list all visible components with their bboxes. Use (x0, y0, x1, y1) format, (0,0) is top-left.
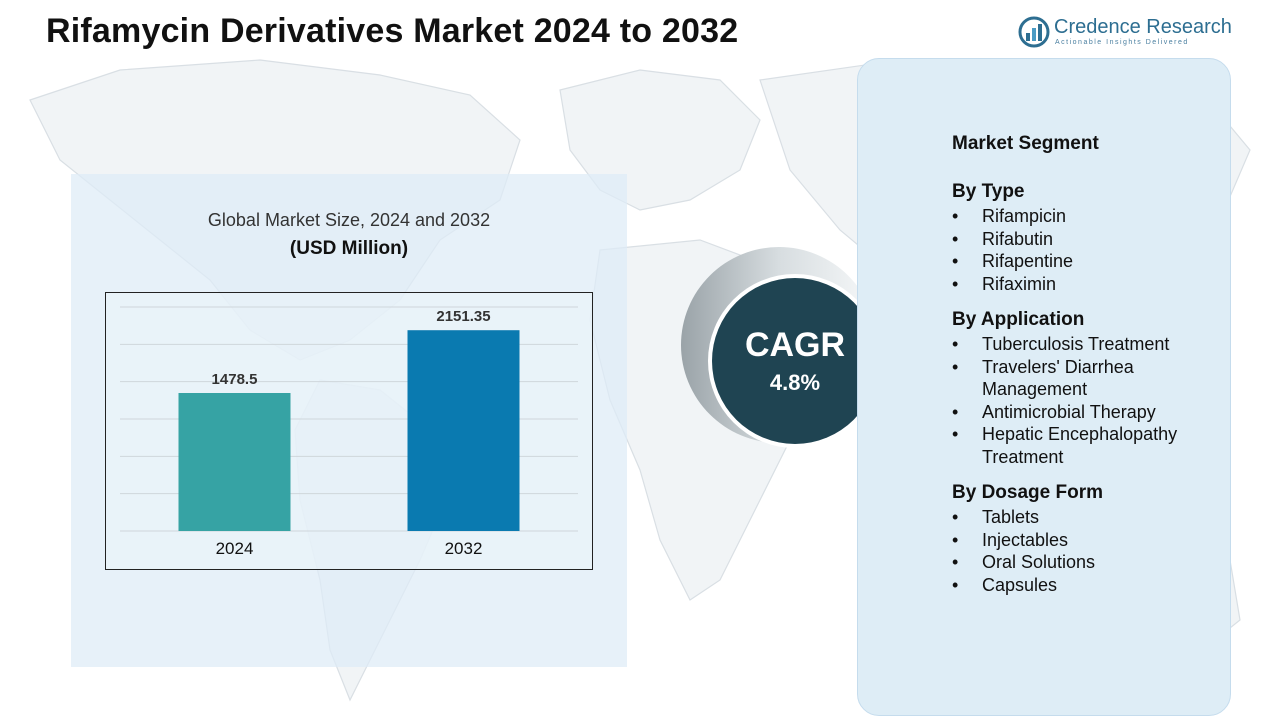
list-item-label: Rifaximin (982, 273, 1057, 294)
list-item: • Rifabutin (952, 228, 1222, 251)
bar-2024 (178, 393, 291, 531)
list-item-label: Tuberculosis Treatment (982, 334, 1170, 354)
list-item: • Tuberculosis Treatment (952, 333, 1222, 356)
chart-title: Global Market Size, 2024 and 2032 (207, 210, 491, 230)
list-item-label: Tablets (982, 507, 1040, 527)
bullet: • (952, 273, 959, 294)
brand-tagline: Actionable Insights Delivered (1055, 39, 1189, 46)
group-title: By Type (952, 181, 1025, 202)
bullet: • (952, 529, 959, 550)
list-item-label: Rifapentine (982, 251, 1074, 271)
brand-logo-block: Credence Research Actionable Insights De… (1018, 16, 1238, 50)
bar-chart: 1478.5 2024 2151.35 2032 (120, 306, 578, 558)
list-item-label: Capsules (982, 574, 1058, 595)
chart-frame: 1478.5 2024 2151.35 2032 (105, 292, 593, 570)
list-item: • Rifapentine (952, 250, 1222, 273)
list-item-label: Hepatic Encephalopathy Treatment (982, 424, 1178, 467)
bullet: • (952, 356, 959, 377)
group-title: By Dosage Form (952, 482, 1103, 503)
list-item: • Travelers' Diarrhea Management (952, 356, 1222, 401)
list-item: • Oral Solutions (952, 551, 1222, 574)
list-item-label: Oral Solutions (982, 552, 1096, 572)
data-label-2032: 2151.35 (436, 308, 490, 325)
list-item: • Rifaximin (952, 273, 1222, 296)
segment-group-type: By Type • Rifampicin • Rifabutin • Rifapent… (952, 180, 1222, 295)
chart-panel: Global Market Size, 2024 and 2032 (USD M… (71, 174, 627, 667)
list-item: • Capsules (952, 574, 1222, 597)
bullet: • (952, 228, 959, 249)
page-title: Rifamycin Derivatives Market 2024 to 203… (46, 12, 739, 50)
tick-label-2032: 2032 (445, 539, 483, 558)
list-item: • Injectables (952, 529, 1222, 552)
bullet: • (952, 401, 959, 422)
list-item: • Tablets (952, 506, 1222, 529)
bullet: • (952, 574, 959, 595)
bullet: • (952, 552, 959, 572)
tick-label-2024: 2024 (216, 539, 254, 558)
group-title: By Application (952, 309, 1085, 330)
list-item-label: Rifabutin (982, 228, 1054, 249)
bullet: • (952, 251, 959, 271)
bullet: • (952, 424, 959, 444)
segment-heading: Market Segment (952, 133, 1099, 154)
list-item-label: Travelers' Diarrhea Management (982, 356, 1134, 400)
list-item: • Rifampicin (952, 205, 1222, 228)
bullet: • (952, 507, 959, 527)
segment-group-application: By Application • Tuberculosis Treatment •… (952, 308, 1222, 468)
chart-subtitle: (USD Million) (289, 238, 409, 259)
segment-content: Market Segment By Type • Rifampicin • Rifa… (952, 133, 1222, 609)
list-item-label: Rifampicin (982, 206, 1067, 226)
bullet: • (952, 206, 959, 226)
list-item-label: Antimicrobial Therapy (982, 401, 1156, 422)
bullet: • (952, 334, 959, 354)
list-item-label: Injectables (982, 529, 1069, 550)
list-item: • Antimicrobial Therapy (952, 401, 1222, 424)
credence-logo-icon (1018, 16, 1050, 48)
data-label-2024: 1478.5 (212, 371, 258, 388)
bar-2032 (407, 330, 520, 531)
segment-group-dosage-form: By Dosage Form • Tablets • Injectables • Or… (952, 481, 1222, 596)
brand-name: Credence Research (1054, 16, 1232, 38)
market-segment-panel: Market Segment By Type • Rifampicin • Rifa… (857, 58, 1231, 716)
cagr-badge: CAGR 4.8% (712, 278, 878, 444)
cagr-value: 4.8% (769, 370, 821, 395)
cagr-label: CAGR (744, 326, 846, 364)
list-item: • Hepatic Encephalopathy Treatment (952, 423, 1222, 468)
